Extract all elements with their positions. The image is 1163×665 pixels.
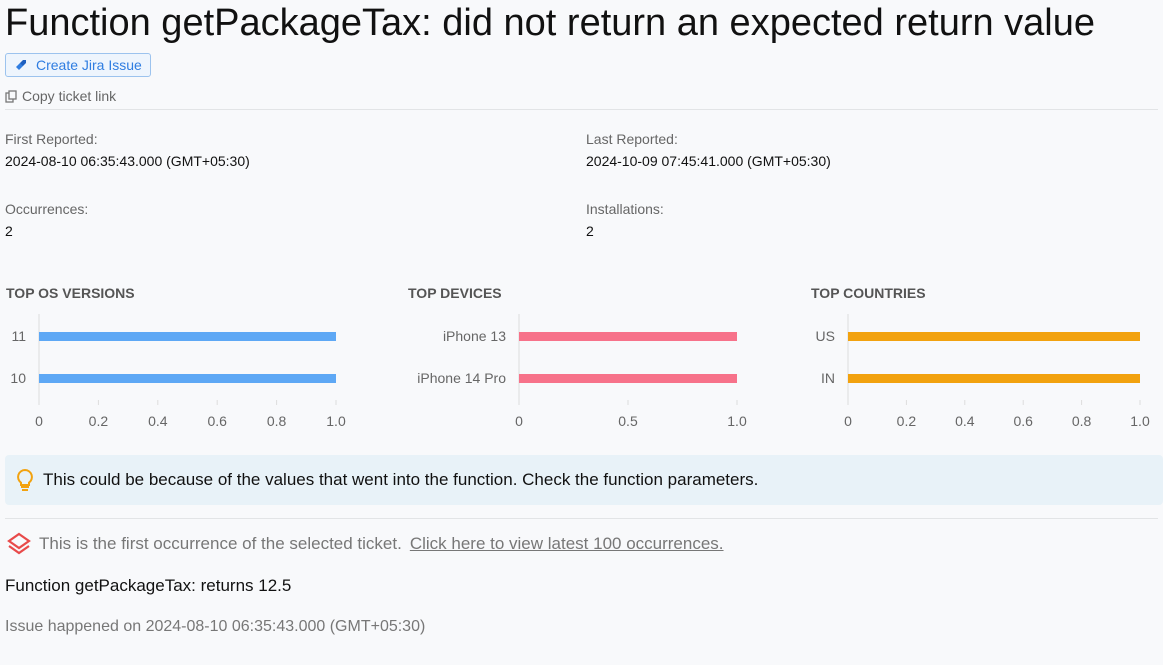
x-tick-label: 0.8	[267, 413, 287, 429]
last-reported-label: Last Reported:	[586, 131, 678, 147]
bar	[848, 374, 1140, 383]
divider	[5, 109, 1158, 110]
create-jira-issue-button[interactable]: Create Jira Issue	[5, 53, 151, 77]
bar	[519, 332, 737, 341]
occurrence-note: This is the first occurrence of the sele…	[7, 532, 724, 556]
installations-label: Installations:	[586, 201, 664, 217]
y-tick-label: 11	[11, 328, 26, 344]
copy-icon	[5, 89, 17, 103]
x-tick-label: 0.8	[1072, 413, 1092, 429]
bar	[39, 374, 336, 383]
bar	[519, 374, 737, 383]
x-tick-label: 0.2	[89, 413, 109, 429]
occurrence-note-text: This is the first occurrence of the sele…	[39, 534, 402, 553]
layers-icon	[7, 532, 31, 555]
y-tick-label: US	[816, 328, 835, 344]
x-tick-label: 0.6	[1013, 413, 1033, 429]
detail-text: Function getPackageTax: returns 12.5	[5, 576, 292, 595]
view-latest-occurrences-link[interactable]: Click here to view latest 100 occurrence…	[409, 534, 724, 553]
y-tick-label: iPhone 13	[443, 328, 506, 344]
happened-text: Issue happened on 2024-08-10 06:35:43.00…	[5, 618, 426, 635]
chart-title-os: TOP OS VERSIONS	[6, 285, 135, 301]
bar	[39, 332, 336, 341]
x-tick-label: 0.4	[955, 413, 975, 429]
x-tick-label: 0.5	[618, 413, 638, 429]
charts: 0 0.2 0.4 0.6 0.8 1.0 11 10 0 0.5 1.0 iPhone 13 iPho…	[10, 314, 1150, 429]
create-jira-label: Create Jira Issue	[36, 57, 142, 73]
chart-title-devices: TOP DEVICES	[408, 285, 502, 301]
x-tick-label: 0.2	[897, 413, 917, 429]
first-reported-label: First Reported:	[5, 131, 98, 147]
x-tick-label: 1.0	[326, 413, 346, 429]
occurrences-value: 2	[5, 223, 13, 239]
hint-banner: This could be because of the values that…	[5, 455, 1163, 505]
y-tick-label: IN	[821, 370, 835, 386]
page-title: Function getPackageTax: did not return a…	[5, 2, 1096, 44]
occurrences-label: Occurrences:	[5, 201, 89, 217]
copy-link-label: Copy ticket link	[22, 88, 117, 104]
lightbulb-icon	[17, 468, 33, 491]
x-tick-label: 0.6	[207, 413, 227, 429]
first-reported-value: 2024-08-10 06:35:43.000 (GMT+05:30)	[5, 153, 250, 169]
hint-text: This could be because of the values that…	[43, 470, 759, 489]
copy-ticket-link[interactable]: Copy ticket link	[5, 88, 116, 104]
x-tick-label: 0.4	[148, 413, 168, 429]
chart-title-countries: TOP COUNTRIES	[811, 285, 926, 301]
y-tick-label: 10	[10, 370, 26, 386]
divider	[5, 518, 1158, 519]
installations-value: 2	[586, 223, 594, 239]
y-tick-label: iPhone 14 Pro	[417, 370, 506, 386]
last-reported-value: 2024-10-09 07:45:41.000 (GMT+05:30)	[586, 153, 831, 169]
bar	[848, 332, 1140, 341]
jira-icon	[16, 60, 26, 70]
x-tick-label: 0	[515, 413, 523, 429]
x-tick-label: 1.0	[727, 413, 747, 429]
x-tick-label: 0	[35, 413, 43, 429]
x-tick-label: 0	[844, 413, 852, 429]
x-tick-label: 1.0	[1130, 413, 1150, 429]
